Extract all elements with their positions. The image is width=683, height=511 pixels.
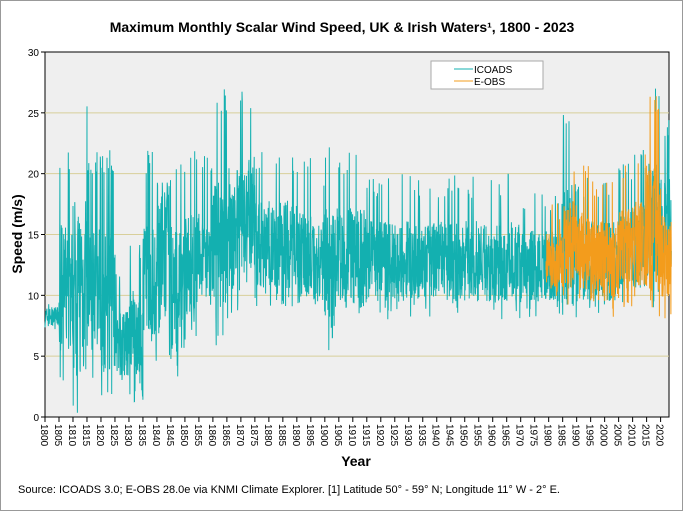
x-tick-label: 1980	[542, 424, 553, 447]
x-tick-label: 1900	[318, 424, 329, 447]
x-tick-label: 1855	[192, 424, 203, 447]
x-tick-label: 1925	[388, 424, 399, 447]
x-tick-label: 1995	[584, 424, 595, 447]
x-tick-label: 1910	[346, 424, 357, 447]
y-tick-label: 15	[28, 231, 40, 242]
x-tick-label: 2010	[626, 424, 637, 447]
y-tick-label: 5	[33, 352, 39, 363]
legend: ICOADS E-OBS	[430, 60, 544, 90]
x-tick-label: 1895	[304, 424, 315, 447]
x-tick-label: 2005	[612, 424, 623, 447]
x-tick-label: 1975	[528, 424, 539, 447]
x-tick-label: 1860	[206, 424, 217, 447]
x-tick-label: 2020	[654, 424, 665, 447]
legend-label-icoads: ICOADS	[474, 65, 513, 76]
source-note: Source: ICOADS 3.0; E-OBS 28.0e via KNMI…	[18, 484, 560, 496]
chart-svg: Maximum Monthly Scalar Wind Speed, UK & …	[9, 19, 672, 469]
x-tick-label: 2000	[598, 424, 609, 447]
y-tick-label: 25	[28, 109, 40, 120]
x-tick-label: 1930	[402, 424, 413, 447]
x-tick-label: 1845	[164, 424, 175, 447]
x-tick-label: 1885	[276, 424, 287, 447]
x-tick-label: 1880	[262, 424, 273, 447]
x-tick-label: 1915	[360, 424, 371, 447]
x-tick-label: 1805	[52, 424, 63, 447]
x-tick-label: 1810	[66, 424, 77, 447]
x-tick-label: 1815	[80, 424, 91, 447]
x-tick-label: 1840	[150, 424, 161, 447]
x-tick-label: 1830	[122, 424, 133, 447]
x-tick-label: 1940	[430, 424, 441, 447]
series-line-eobs	[545, 96, 672, 319]
x-tick-label: 1875	[248, 424, 259, 447]
x-tick-label: 1950	[458, 424, 469, 447]
chart-title: Maximum Monthly Scalar Wind Speed, UK & …	[110, 19, 575, 35]
x-tick-label: 1825	[108, 424, 119, 447]
y-tick-label: 10	[28, 291, 40, 302]
x-tick-label: 1905	[332, 424, 343, 447]
x-tick-label: 1970	[514, 424, 525, 447]
x-tick-label: 1870	[234, 424, 245, 447]
x-tick-label: 1820	[94, 424, 105, 447]
y-axis-label: Speed (m/s)	[9, 194, 25, 273]
x-tick-label: 2015	[640, 424, 651, 447]
x-tick-label: 1955	[472, 424, 483, 447]
y-tick-label: 30	[28, 48, 40, 59]
x-tick-label: 1945	[444, 424, 455, 447]
x-tick-label: 1960	[486, 424, 497, 447]
x-tick-label: 1865	[220, 424, 231, 447]
x-axis-label: Year	[341, 453, 371, 469]
legend-label-eobs: E-OBS	[474, 77, 505, 88]
y-tick-label: 0	[33, 413, 39, 424]
x-tick-label: 1890	[290, 424, 301, 447]
x-tick-label: 1850	[178, 424, 189, 447]
x-tick-label: 1835	[136, 424, 147, 447]
x-tick-label: 1965	[500, 424, 511, 447]
x-tick-label: 1935	[416, 424, 427, 447]
x-tick-label: 1920	[374, 424, 385, 447]
x-tick-label: 1990	[570, 424, 581, 447]
x-tick-label: 1800	[38, 424, 49, 447]
x-tick-label: 1985	[556, 424, 567, 447]
y-tick-label: 20	[28, 170, 40, 181]
